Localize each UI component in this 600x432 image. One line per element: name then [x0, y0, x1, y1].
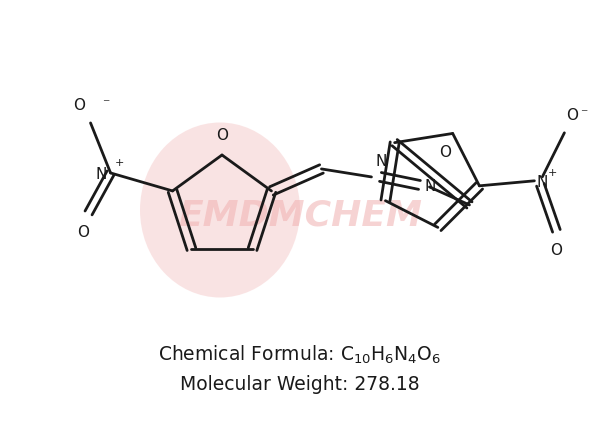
- Text: N: N: [424, 179, 436, 194]
- Text: N: N: [536, 175, 548, 191]
- Text: O: O: [566, 108, 578, 123]
- Text: +: +: [115, 158, 124, 168]
- Text: +: +: [547, 168, 557, 178]
- Text: O: O: [74, 98, 86, 113]
- Text: O: O: [77, 225, 89, 240]
- Text: ⁻: ⁻: [580, 107, 588, 121]
- Text: EMDMCHEM: EMDMCHEM: [178, 198, 422, 232]
- Text: O: O: [439, 146, 451, 160]
- Text: Chemical Formula: $\mathregular{C_{10}H_6N_4O_6}$: Chemical Formula: $\mathregular{C_{10}H_…: [158, 344, 442, 366]
- Text: Molecular Weight: 278.18: Molecular Weight: 278.18: [180, 375, 420, 394]
- Text: ⁻: ⁻: [103, 97, 110, 111]
- Ellipse shape: [140, 123, 300, 298]
- Text: N: N: [95, 168, 107, 182]
- Text: O: O: [216, 128, 228, 143]
- Text: O: O: [550, 243, 562, 258]
- Text: N: N: [376, 154, 387, 169]
